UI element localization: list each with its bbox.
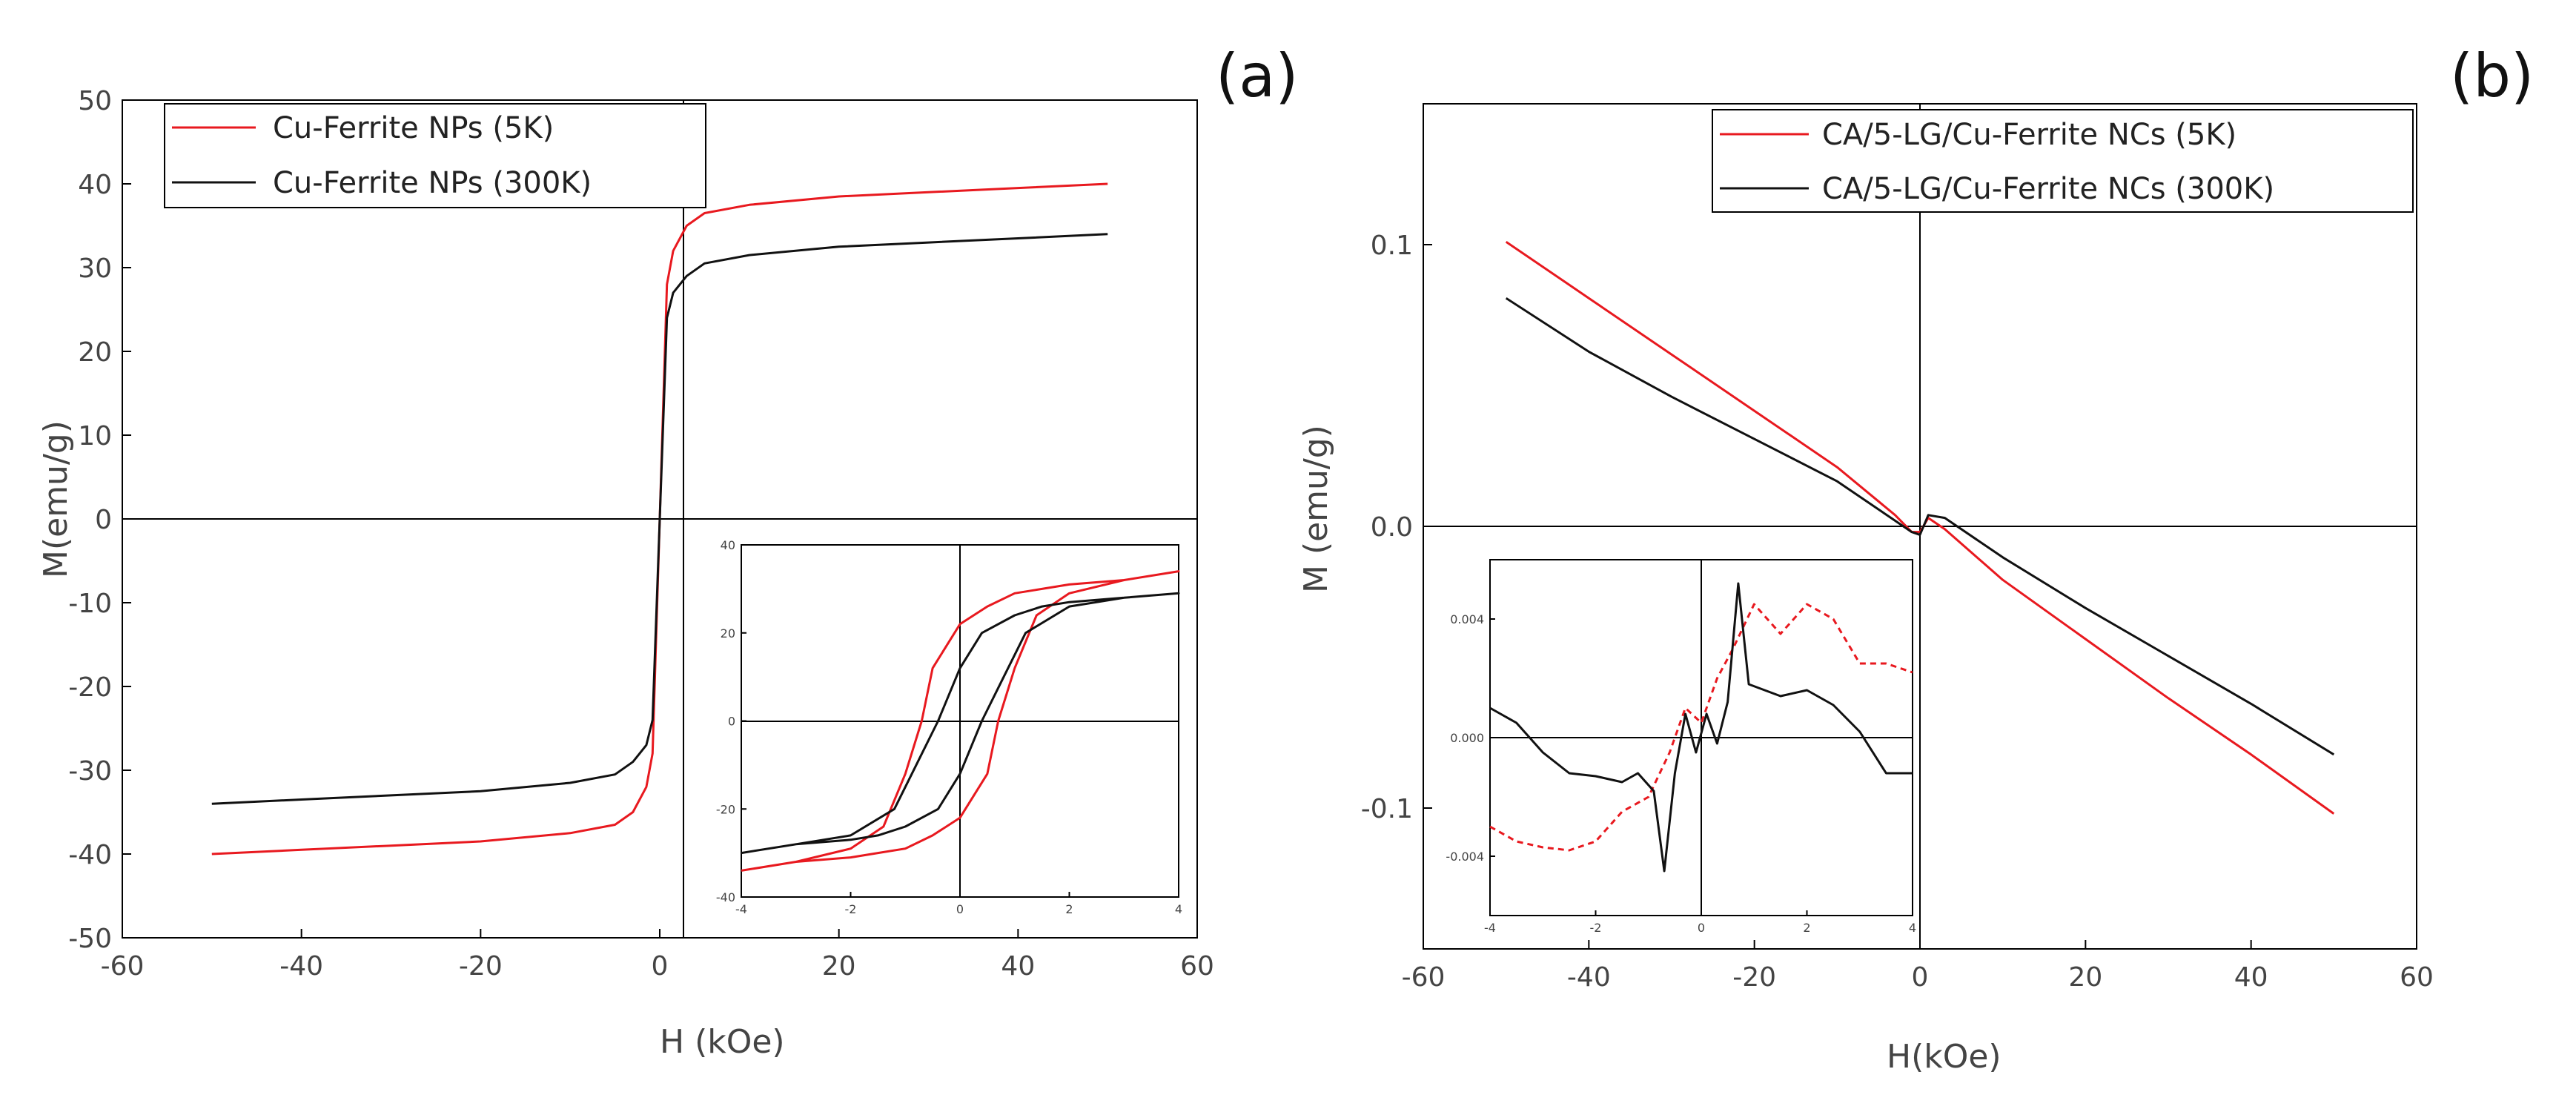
panel-a-ytick-label: 50 [78, 86, 112, 116]
panel-b-legend-box [1712, 109, 2414, 213]
legend-b-300k: CA/5-LG/Cu-Ferrite NCs (300K) [1822, 172, 2274, 206]
panel-a-ytick-label: 30 [78, 254, 112, 284]
panel-b-xtick-label: 20 [2068, 962, 2102, 993]
panel-b-xtick-label: 40 [2234, 962, 2268, 993]
panel-b-xlabel: H(kOe) [1887, 1038, 2001, 1076]
panel-a-inset-y-ticks: 40 20 0 -20 -40 [716, 538, 746, 904]
panel-a-inset-x-ticks: -4 -2 0 2 4 [735, 892, 1182, 916]
panel-a-inset-series-300k [741, 592, 1180, 855]
panel-a-series-cu-ferrite-nps-300k- [211, 233, 1108, 805]
panel-b-xtick-label: -20 [1732, 962, 1776, 993]
panel-a-inset-xtick-label: -2 [845, 902, 857, 916]
panel-b-xtick-label: -60 [1402, 962, 1446, 993]
panel-a-ytick-label: 10 [78, 421, 112, 451]
panel-a-y-ticks: 50 40 30 20 10 0 -10 -20 -30 -40 -50 [68, 86, 131, 954]
panel-a-ytick-label: 40 [78, 170, 112, 200]
panel-a-xtick-label: -40 [279, 951, 323, 982]
panel-a-xtick-label: 20 [822, 951, 856, 982]
panel-a-inset-ytick-label: 20 [721, 626, 735, 641]
panel-b-x-ticks: -60 -40 -20 0 20 40 60 [1402, 940, 2434, 993]
panel-b-xtick-label: 60 [2400, 962, 2434, 993]
panel-a-inset-ytick-label: -40 [716, 890, 735, 904]
panel-b-inset-xtick-label: 4 [1909, 921, 1916, 935]
panel-a-xtick-label: -20 [459, 951, 503, 982]
panel-a-ytick-label: -40 [68, 840, 112, 870]
panel-a-series [211, 182, 1108, 855]
legend-b-5k: CA/5-LG/Cu-Ferrite NCs (5K) [1822, 118, 2236, 152]
legend-a-5k: Cu-Ferrite NPs (5K) [273, 111, 554, 145]
panel-a: (a) -60 -40 -20 0 20 40 60 50403020100-10-20-3… [37, 42, 1298, 1061]
panel-a-ytick-label: 20 [78, 337, 112, 368]
panel-b-inset-x-ticks: -4 -2 0 2 4 [1484, 910, 1916, 935]
panel-a-label: (a) [1216, 42, 1298, 110]
panel-b-inset-ytick-label: 0.004 [1450, 612, 1484, 626]
panel-a-xtick-label: 60 [1180, 951, 1214, 982]
panel-b-xtick-label: 0 [1912, 962, 1929, 993]
panel-a-inset-ytick-label: 40 [721, 538, 735, 552]
panel-b-ytick-label: 0.0 [1371, 512, 1413, 543]
panel-b-inset: -4 -2 0 2 4 0.004 0.000 -0.004 [1446, 559, 1916, 935]
panel-a-x-ticks: -60 -40 -20 0 20 40 60 [101, 929, 1214, 982]
panel-b: (b) -60 -40 -20 0 20 40 60 0.10.0-0.1 H(kOe) M… [1297, 42, 2534, 1076]
panel-a-ytick-label: -10 [68, 589, 112, 619]
panel-b-inset-series [1489, 582, 1913, 873]
panel-a-inset-xtick-label: 2 [1065, 902, 1073, 916]
panel-a-inset-series [741, 570, 1180, 872]
panel-b-series-ca-5-lg-cu-ferrite-ncs-300k- [1505, 297, 2335, 756]
panel-b-inset-ytick-label: -0.004 [1446, 850, 1484, 864]
panel-b-label: (b) [2450, 42, 2534, 110]
panel-b-inset-xtick-label: 0 [1698, 921, 1705, 935]
panel-a-inset-ytick-label: -20 [716, 802, 735, 816]
panel-a-legend-box [164, 103, 706, 208]
panel-b-inset-y-ticks: 0.004 0.000 -0.004 [1446, 612, 1495, 864]
panel-a-inset-series-5k [741, 570, 1180, 872]
panel-b-inset-series-300k [1489, 582, 1913, 873]
panel-a-xlabel: H (kOe) [660, 1023, 785, 1061]
panel-b-ylabel: M (emu/g) [1297, 425, 1335, 593]
panel-a-ytick-label: -30 [68, 756, 112, 787]
panel-a-inset-xtick-label: -4 [735, 902, 747, 916]
panel-b-inset-series-5k [1489, 603, 1913, 852]
panel-a-xtick-label: -60 [101, 951, 145, 982]
panel-a-ylabel: M(emu/g) [37, 420, 75, 578]
panel-a-xtick-label: 40 [1001, 951, 1035, 982]
panel-b-inset-xtick-label: 2 [1803, 921, 1810, 935]
panel-a-inset-ytick-label: 0 [728, 715, 735, 729]
legend-a-300k: Cu-Ferrite NPs (300K) [273, 166, 592, 200]
panel-b-legend: CA/5-LG/Cu-Ferrite NCs (5K) CA/5-LG/Cu-F… [1712, 109, 2414, 213]
panel-a-inset-xtick-label: 0 [956, 902, 964, 916]
panel-a-ytick-label: 0 [95, 505, 112, 535]
panel-b-ytick-label: -0.1 [1361, 794, 1413, 824]
panel-a-legend: Cu-Ferrite NPs (5K) Cu-Ferrite NPs (300K… [164, 103, 706, 208]
panel-b-inset-xtick-label: -4 [1484, 921, 1496, 935]
panel-b-series [1505, 240, 2335, 815]
panel-b-ytick-label: 0.1 [1371, 231, 1413, 261]
panel-b-inset-ytick-label: 0.000 [1450, 731, 1484, 745]
panel-b-y-ticks: 0.1 0.0 -0.1 [1361, 231, 1432, 824]
panel-a-xtick-label: 0 [652, 951, 669, 982]
panel-a-ytick-label: -20 [68, 672, 112, 703]
panel-a-ytick-label: -50 [68, 924, 112, 954]
panel-a-inset-xtick-label: 4 [1175, 902, 1182, 916]
panel-b-inset-xtick-label: -2 [1590, 921, 1602, 935]
panel-b-xtick-label: -40 [1567, 962, 1611, 993]
